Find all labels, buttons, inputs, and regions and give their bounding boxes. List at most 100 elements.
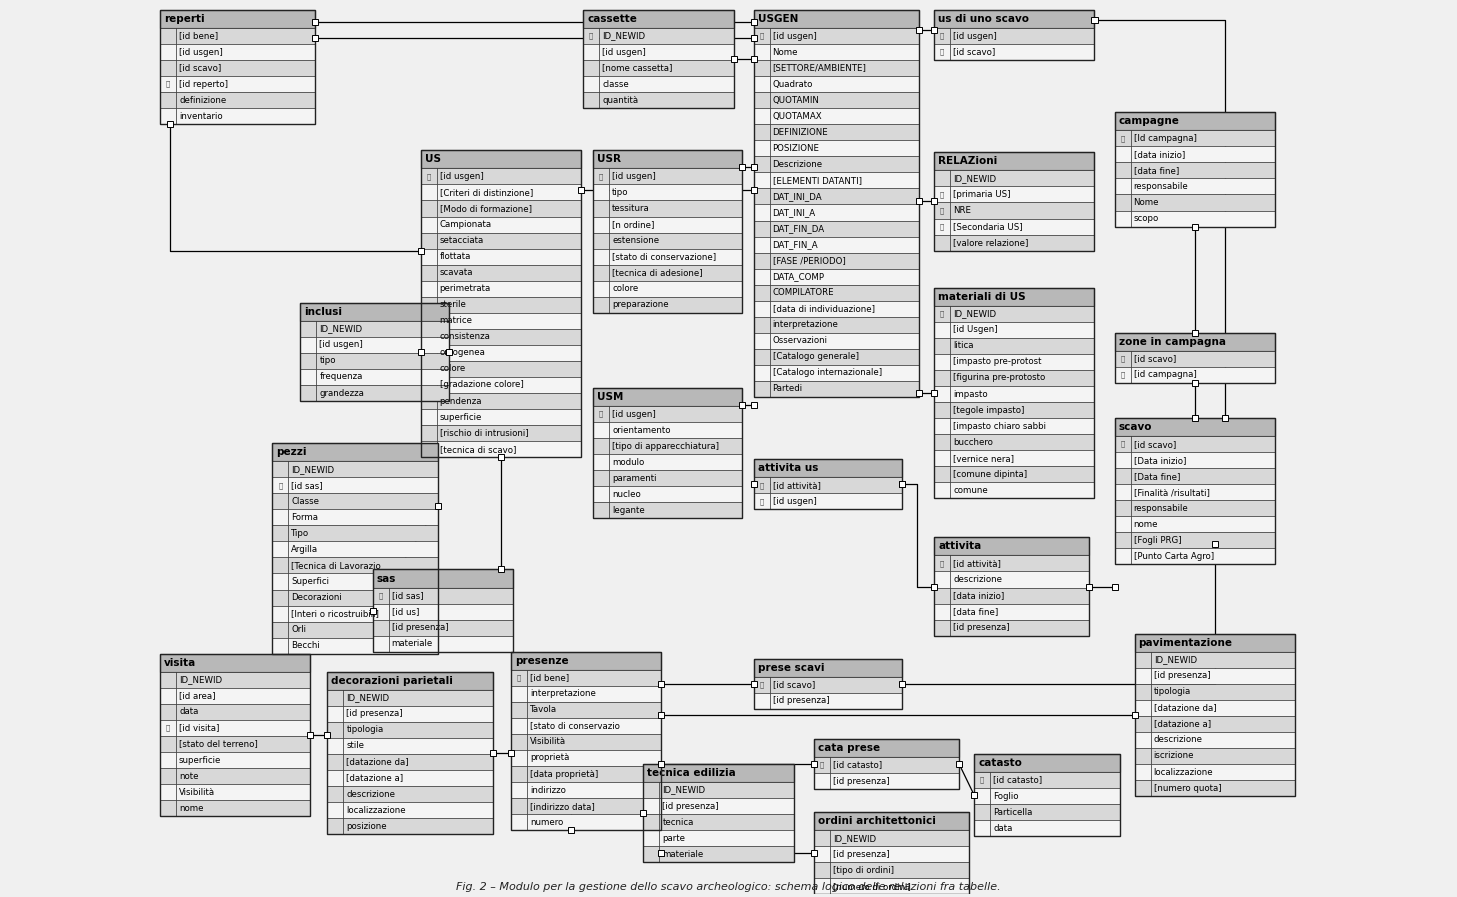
Bar bbox=[640, 810, 647, 816]
Bar bbox=[1135, 764, 1151, 780]
Bar bbox=[389, 604, 513, 620]
Bar bbox=[769, 477, 902, 493]
Text: tipo: tipo bbox=[319, 356, 337, 365]
Bar bbox=[813, 757, 830, 773]
Bar bbox=[750, 681, 756, 687]
Bar bbox=[418, 349, 424, 355]
Text: attivita us: attivita us bbox=[758, 463, 817, 474]
Text: ⚿: ⚿ bbox=[759, 482, 763, 489]
Bar bbox=[176, 784, 310, 800]
Bar bbox=[813, 812, 969, 831]
Bar bbox=[753, 284, 769, 300]
Bar bbox=[490, 750, 495, 756]
Text: tessitura: tessitura bbox=[612, 204, 650, 213]
Bar bbox=[956, 761, 962, 767]
Text: Decorazioni: Decorazioni bbox=[291, 593, 342, 602]
Text: sas: sas bbox=[376, 573, 396, 584]
Text: campagne: campagne bbox=[1119, 117, 1179, 126]
Text: posizione: posizione bbox=[347, 822, 388, 831]
Bar bbox=[344, 754, 492, 770]
Text: [id scavo]: [id scavo] bbox=[772, 680, 814, 689]
Text: [Data inizio]: [Data inizio] bbox=[1134, 456, 1186, 465]
Bar bbox=[916, 390, 922, 396]
Text: impasto: impasto bbox=[953, 389, 988, 398]
Text: [id usgen]: [id usgen] bbox=[772, 31, 816, 40]
Bar bbox=[950, 170, 1094, 187]
Bar bbox=[950, 434, 1094, 450]
Bar bbox=[527, 750, 661, 766]
Text: Foglio: Foglio bbox=[994, 791, 1018, 801]
Text: tipologia: tipologia bbox=[1154, 687, 1190, 696]
Bar bbox=[753, 658, 902, 676]
Text: [id presenza]: [id presenza] bbox=[663, 802, 718, 811]
Bar bbox=[753, 237, 769, 253]
Bar bbox=[272, 526, 288, 542]
Bar bbox=[527, 670, 661, 686]
Text: interpretazione: interpretazione bbox=[530, 689, 596, 699]
Text: [id usgen]: [id usgen] bbox=[612, 410, 656, 419]
Bar bbox=[753, 365, 769, 381]
Bar bbox=[446, 349, 452, 355]
Text: visita: visita bbox=[165, 658, 197, 667]
Bar bbox=[950, 235, 1094, 250]
Text: bucchero: bucchero bbox=[953, 438, 994, 447]
Text: Orli: Orli bbox=[291, 625, 306, 634]
Bar bbox=[769, 237, 919, 253]
Text: sterile: sterile bbox=[440, 300, 466, 309]
Text: [id catasto]: [id catasto] bbox=[833, 761, 881, 770]
Bar bbox=[389, 636, 513, 652]
Bar bbox=[934, 588, 950, 604]
Text: scavata: scavata bbox=[440, 268, 474, 277]
Bar bbox=[437, 329, 581, 344]
Bar bbox=[344, 786, 492, 802]
Bar bbox=[934, 620, 950, 636]
Bar bbox=[1115, 468, 1131, 484]
Text: ⚿: ⚿ bbox=[940, 310, 944, 318]
Bar bbox=[176, 60, 315, 76]
Bar bbox=[934, 219, 950, 235]
Text: localizzazione: localizzazione bbox=[1154, 768, 1214, 777]
Bar bbox=[421, 265, 437, 281]
Bar bbox=[934, 338, 950, 354]
Bar bbox=[583, 76, 599, 92]
Bar bbox=[421, 151, 581, 457]
Bar bbox=[659, 681, 664, 687]
Text: stile: stile bbox=[347, 742, 364, 751]
Text: [tecnica di adesione]: [tecnica di adesione] bbox=[612, 268, 702, 277]
Text: classe: classe bbox=[602, 80, 629, 89]
Bar bbox=[950, 450, 1094, 466]
Bar bbox=[593, 438, 609, 454]
Bar bbox=[934, 28, 950, 44]
Bar bbox=[1192, 330, 1198, 335]
Bar bbox=[593, 470, 609, 486]
Text: modulo: modulo bbox=[612, 457, 644, 466]
Bar bbox=[1131, 211, 1275, 227]
Text: data: data bbox=[179, 708, 198, 717]
Bar bbox=[975, 772, 991, 788]
Text: DEFINIZIONE: DEFINIZIONE bbox=[772, 127, 829, 137]
Bar bbox=[753, 349, 769, 365]
Bar bbox=[418, 248, 424, 254]
Bar bbox=[437, 425, 581, 441]
Bar bbox=[176, 109, 315, 125]
Text: ⚿: ⚿ bbox=[379, 592, 383, 599]
Text: [tecnica di scavo]: [tecnica di scavo] bbox=[440, 445, 516, 454]
Bar bbox=[373, 620, 389, 636]
Bar bbox=[750, 187, 756, 194]
Bar bbox=[593, 151, 742, 313]
Text: cassette: cassette bbox=[587, 14, 637, 24]
Bar bbox=[421, 151, 581, 169]
Text: legante: legante bbox=[612, 506, 645, 515]
Text: [id scavo]: [id scavo] bbox=[1134, 354, 1176, 363]
Bar bbox=[421, 361, 437, 377]
Bar bbox=[160, 672, 176, 688]
Bar bbox=[934, 322, 950, 338]
Bar bbox=[300, 353, 316, 369]
Bar bbox=[769, 493, 902, 509]
Bar bbox=[328, 754, 344, 770]
Bar bbox=[644, 798, 660, 814]
Bar bbox=[753, 140, 769, 156]
Text: [indirizzo data]: [indirizzo data] bbox=[530, 802, 594, 811]
Text: Fig. 2 – Modulo per la gestione dello scavo archeologico: schema logico delle re: Fig. 2 – Modulo per la gestione dello sc… bbox=[456, 883, 1001, 893]
Bar bbox=[750, 164, 756, 170]
